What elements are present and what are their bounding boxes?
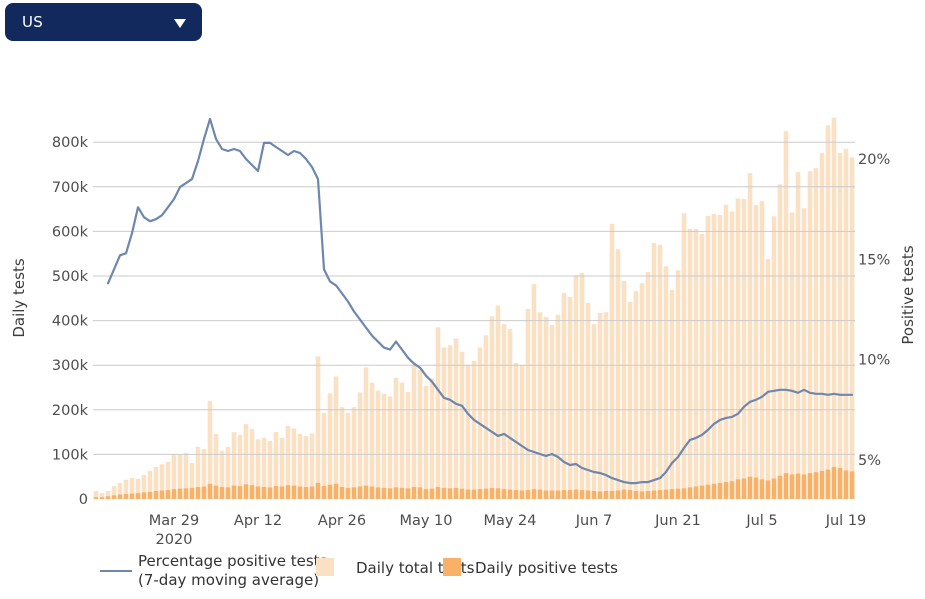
x-axis-tick-labels: Mar 29 2020 Apr 12 Apr 26 May 10 May 24 Jun 7 J… (149, 513, 866, 548)
line-legend-swatch (100, 570, 132, 572)
svg-text:15%: 15% (858, 252, 890, 268)
svg-text:20%: 20% (858, 152, 890, 168)
region-select-value: US (22, 13, 44, 31)
daily-positive-tests-bars (93, 466, 855, 499)
svg-text:May 10: May 10 (399, 513, 452, 529)
positive-tests-legend-swatch (443, 558, 461, 576)
svg-text:800k: 800k (52, 135, 89, 151)
svg-text:Mar 29: Mar 29 (149, 513, 199, 529)
gridlines (93, 141, 855, 455)
svg-text:Jun 7: Jun 7 (575, 513, 613, 529)
chart-legend: Percentage positive tests (7-day moving … (100, 552, 800, 597)
legend-label-percentage: Percentage positive tests (7-day moving … (138, 552, 328, 589)
svg-text:May 24: May 24 (483, 513, 536, 529)
region-select[interactable]: US (5, 3, 202, 41)
svg-text:5%: 5% (858, 453, 881, 469)
svg-text:600k: 600k (52, 224, 89, 240)
svg-text:300k: 300k (52, 358, 89, 374)
percent-positive-line (106, 117, 854, 485)
svg-text:Jul 5: Jul 5 (745, 513, 777, 529)
svg-text:0: 0 (79, 492, 88, 508)
svg-text:Jun 21: Jun 21 (654, 513, 701, 529)
left-axis-title: Daily tests (10, 258, 28, 338)
svg-text:Jul 19: Jul 19 (825, 513, 867, 529)
svg-text:500k: 500k (52, 269, 89, 285)
svg-text:Apr 26: Apr 26 (318, 513, 366, 529)
svg-text:2020: 2020 (156, 532, 193, 548)
legend-label-positive-tests: Daily positive tests (475, 559, 618, 577)
total-tests-legend-swatch (316, 558, 334, 576)
daily-total-tests-bars (93, 117, 855, 500)
left-axis-tick-labels: 0 100k 200k 300k 400k 500k 600k 700k 800k (52, 135, 89, 508)
right-axis-title: Positive tests (899, 245, 917, 344)
svg-text:400k: 400k (52, 314, 89, 330)
svg-text:10%: 10% (858, 353, 890, 369)
svg-text:700k: 700k (52, 180, 89, 196)
right-axis-tick-labels: 5% 10% 15% 20% (858, 152, 890, 469)
caret-down-icon (174, 19, 186, 28)
svg-text:Apr 12: Apr 12 (234, 513, 282, 529)
svg-text:200k: 200k (52, 403, 89, 419)
svg-text:100k: 100k (52, 447, 89, 463)
